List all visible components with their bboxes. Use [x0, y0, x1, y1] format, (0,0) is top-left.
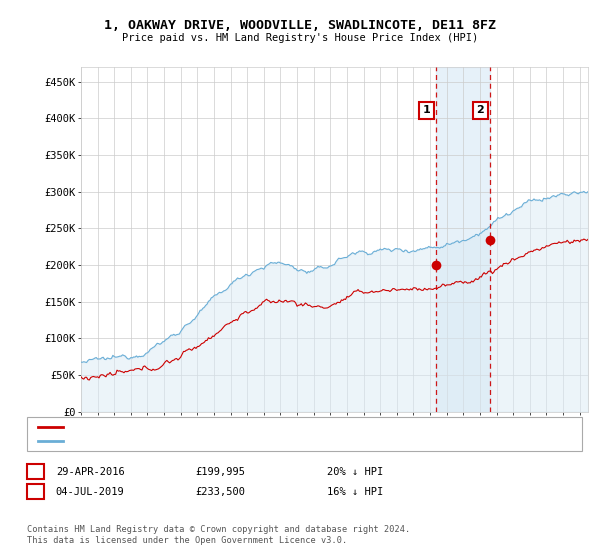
Text: 1: 1: [422, 105, 430, 115]
Text: 1, OAKWAY DRIVE, WOODVILLE, SWADLINCOTE, DE11 8FZ: 1, OAKWAY DRIVE, WOODVILLE, SWADLINCOTE,…: [104, 18, 496, 32]
Text: HPI: Average price, detached house, North West Leicestershire: HPI: Average price, detached house, Nort…: [69, 437, 420, 446]
Text: Price paid vs. HM Land Registry's House Price Index (HPI): Price paid vs. HM Land Registry's House …: [122, 33, 478, 43]
Text: 29-APR-2016: 29-APR-2016: [56, 466, 125, 477]
Bar: [436, 67, 490, 412]
Text: 16% ↓ HPI: 16% ↓ HPI: [327, 487, 383, 497]
Text: Contains HM Land Registry data © Crown copyright and database right 2024.
This d: Contains HM Land Registry data © Crown c…: [27, 525, 410, 545]
Text: 2: 2: [32, 487, 39, 497]
Text: 2: 2: [476, 105, 484, 115]
Text: £233,500: £233,500: [195, 487, 245, 497]
Text: 04-JUL-2019: 04-JUL-2019: [56, 487, 125, 497]
Text: £199,995: £199,995: [195, 466, 245, 477]
Text: 1: 1: [32, 466, 39, 477]
Text: 1, OAKWAY DRIVE, WOODVILLE, SWADLINCOTE, DE11 8FZ (detached house): 1, OAKWAY DRIVE, WOODVILLE, SWADLINCOTE,…: [69, 422, 449, 431]
Text: 20% ↓ HPI: 20% ↓ HPI: [327, 466, 383, 477]
